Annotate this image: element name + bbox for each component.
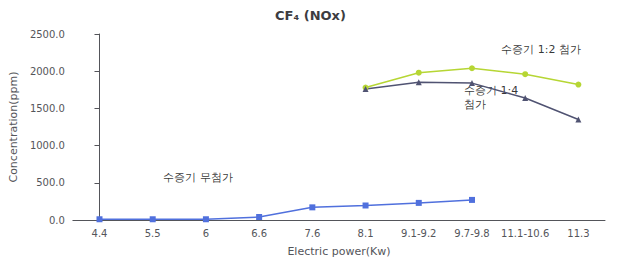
svg-text:1000.0: 1000.0 bbox=[30, 140, 65, 151]
svg-text:6: 6 bbox=[203, 228, 209, 239]
svg-text:7.6: 7.6 bbox=[304, 228, 320, 239]
svg-text:Concentration(ppm): Concentration(ppm) bbox=[7, 71, 20, 182]
svg-text:6.6: 6.6 bbox=[251, 228, 267, 239]
svg-text:5.5: 5.5 bbox=[145, 228, 161, 239]
svg-text:9.1-9.2: 9.1-9.2 bbox=[401, 228, 436, 239]
svg-text:2500.0: 2500.0 bbox=[30, 29, 65, 40]
svg-text:9.7-9.8: 9.7-9.8 bbox=[454, 228, 489, 239]
svg-text:1500.0: 1500.0 bbox=[30, 103, 65, 114]
svg-text:2000.0: 2000.0 bbox=[30, 66, 65, 77]
svg-text:0.0: 0.0 bbox=[49, 215, 65, 226]
svg-text:500.0: 500.0 bbox=[36, 177, 65, 188]
svg-text:Electric power(Kw): Electric power(Kw) bbox=[287, 245, 390, 258]
svg-text:수증기 1:4: 수증기 1:4 bbox=[464, 83, 519, 97]
svg-text:수증기 1:2 첨가: 수증기 1:2 첨가 bbox=[501, 43, 581, 56]
svg-text:11.1-10.6: 11.1-10.6 bbox=[501, 228, 549, 239]
svg-text:11.3: 11.3 bbox=[567, 228, 589, 239]
svg-text:4.4: 4.4 bbox=[92, 228, 108, 239]
svg-text:CF₄ (NOx): CF₄ (NOx) bbox=[275, 8, 346, 23]
svg-text:수증기 무첨가: 수증기 무첨가 bbox=[163, 171, 233, 184]
svg-text:첨가: 첨가 bbox=[464, 98, 486, 111]
svg-text:8.1: 8.1 bbox=[358, 228, 374, 239]
